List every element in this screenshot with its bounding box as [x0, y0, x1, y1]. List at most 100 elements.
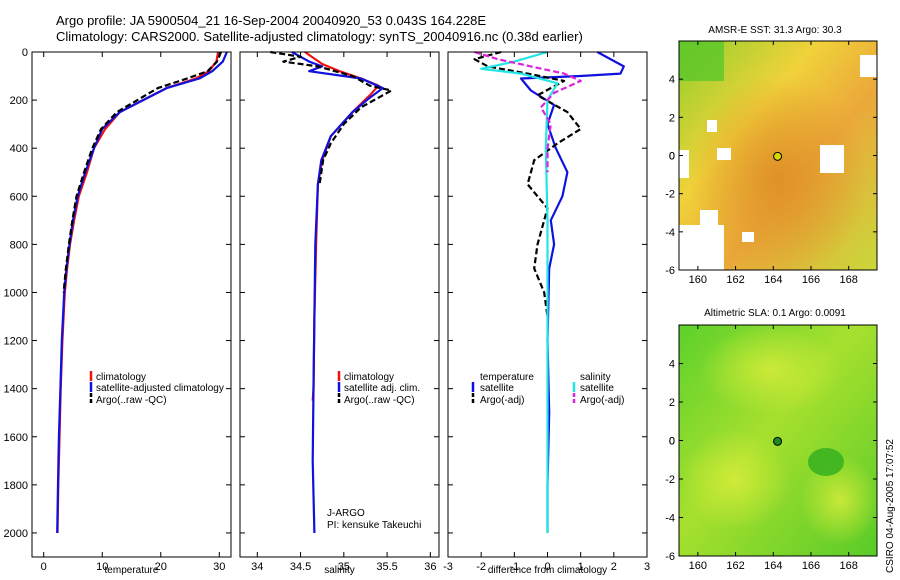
y-tick-label: 0: [669, 151, 675, 163]
sla-map-high: [680, 430, 790, 530]
y-tick-label: 600: [10, 191, 28, 203]
x-tick-label: 3: [644, 561, 650, 573]
legend-heading-temperature: temperature: [480, 372, 534, 383]
y-tick-label: 2: [669, 397, 675, 409]
series-line-argo-raw-qc-: [270, 50, 393, 185]
x-tick-label: 34: [251, 561, 263, 573]
sst-map-missing-data: [707, 120, 717, 132]
y-tick-label: 1400: [4, 384, 28, 396]
sst-map-missing-data: [700, 210, 718, 228]
series-line-salinity-argo-adj-: [474, 50, 582, 173]
series-line-climatology: [56, 51, 220, 534]
x-tick-label: 162: [726, 560, 744, 572]
legend-label-argo: Argo(..raw -QC): [96, 395, 167, 406]
legend-label-temp-argo: Argo(-adj): [480, 395, 524, 406]
x-tick-label: 164: [764, 560, 782, 572]
x-tick-label: 160: [689, 560, 707, 572]
difference-panel: -3 -2 -1 0 1 2 3 difference from climatology: [443, 50, 650, 576]
sla-map-high: [700, 325, 840, 415]
title-line-1: Argo profile: JA 5900504_21 16-Sep-2004 …: [56, 13, 486, 28]
y-tick-label: 800: [10, 239, 28, 251]
temperature-legend: climatology satellite-adjusted climatolo…: [89, 371, 224, 406]
legend-label-climatology: climatology: [96, 372, 146, 383]
x-tick-label: 10: [96, 561, 108, 573]
sst-map-missing-data: [820, 145, 844, 173]
y-tick-label: 1200: [4, 336, 28, 348]
x-tick-label: 160: [689, 274, 707, 286]
sst-map-missing-data: [717, 148, 731, 160]
y-tick-label: 200: [10, 95, 28, 107]
x-tick-label: 166: [802, 560, 820, 572]
legend-label-temp-satellite: satellite: [480, 383, 514, 394]
legend-label-argo: Argo(..raw -QC): [344, 395, 415, 406]
sla-map-low: [808, 448, 844, 476]
legend-heading-salinity: salinity: [580, 372, 611, 383]
x-tick-label: 0: [544, 561, 550, 573]
x-tick-label: 2: [611, 561, 617, 573]
sst-map-missing-data: [679, 225, 724, 270]
x-tick-label: 34.5: [290, 561, 311, 573]
series-line-temperature-argo-adj-: [473, 50, 582, 317]
x-tick-label: 0: [41, 561, 47, 573]
x-tick-label: -2: [476, 561, 486, 573]
plot-frame: [239, 51, 440, 558]
x-tick-label: 20: [155, 561, 167, 573]
x-tick-label: 36: [424, 561, 436, 573]
x-tick-label: 168: [840, 274, 858, 286]
y-tick-label: 0: [669, 151, 675, 163]
sst-map-missing-data: [679, 150, 689, 178]
sla-map-high: [800, 455, 880, 545]
salinity-panel: 34 34.5 35 35.5 36 salinity: [239, 50, 440, 576]
y-tick-label: 1600: [4, 432, 28, 444]
salinity-legend: climatology satellite adj. clim. Argo(..…: [327, 371, 421, 531]
x-tick-label: 164: [764, 274, 782, 286]
legend-label-satellite: satellite-adjusted climatology: [96, 383, 224, 394]
x-axis-label: salinity: [324, 565, 355, 576]
series-line-salinity-satellite: [480, 50, 559, 533]
y-tick-label: -6: [665, 551, 675, 563]
plot-frame: [31, 51, 232, 558]
y-tick-label: 0: [22, 47, 28, 59]
credit-stamp: CSIRO 04-Aug-2005 17:07:52: [885, 439, 896, 573]
sst-map-title: AMSR-E SST: 31.3 Argo: 30.3: [708, 25, 842, 36]
y-tick-label: 0: [669, 436, 675, 448]
x-tick-label: 162: [726, 274, 744, 286]
x-tick-label: 166: [802, 274, 820, 286]
difference-legend: temperature satellite Argo(-adj) salinit…: [471, 372, 624, 406]
y-tick-label: -6: [665, 265, 675, 277]
annotation-j-argo: J-ARGO: [327, 508, 365, 519]
title-line-2: Climatology: CARS2000. Satellite-adjuste…: [56, 29, 583, 44]
y-tick-label: -4: [665, 513, 675, 525]
y-tick-label: -2: [665, 474, 675, 486]
legend-label-satellite: satellite adj. clim.: [344, 383, 420, 394]
annotation-pi: PI: kensuke Takeuchi: [327, 520, 421, 531]
series-line-temperature-satellite: [519, 51, 625, 533]
argo-position-marker: [773, 436, 783, 446]
x-tick-label: 30: [213, 561, 225, 573]
y-tick-label: 2: [669, 112, 675, 124]
y-tick-label: 2000: [4, 528, 28, 540]
series-line-satellite-adjusted-climatology: [56, 51, 228, 534]
y-tick-label: -2: [665, 189, 675, 201]
y-tick-label: 1800: [4, 480, 28, 492]
sst-map-missing-data: [860, 55, 877, 77]
y-tick-label: -4: [665, 227, 675, 239]
series-line-satellite-adj-clim-: [291, 51, 384, 534]
y-tick-label: 1000: [4, 287, 28, 299]
x-tick-label: -3: [443, 561, 453, 573]
y-tick-label: 0: [669, 436, 675, 448]
y-tick-label: 4: [669, 359, 675, 371]
legend-label-climatology: climatology: [344, 372, 394, 383]
sst-map-cool-patch: [679, 41, 724, 81]
sst-map-missing-data: [742, 232, 754, 242]
temperature-panel: 0 10 20 30 0 200 400 600 800 1000 1200 1400 1600 1800…: [4, 47, 232, 576]
x-tick-label: 35: [338, 561, 350, 573]
y-tick-label: 4: [669, 74, 675, 86]
x-tick-label: 35.5: [376, 561, 397, 573]
legend-label-sal-argo: Argo(-adj): [580, 395, 624, 406]
x-axis-label: temperature: [105, 565, 159, 576]
x-tick-label: -1: [509, 561, 519, 573]
y-tick-label: 400: [10, 143, 28, 155]
